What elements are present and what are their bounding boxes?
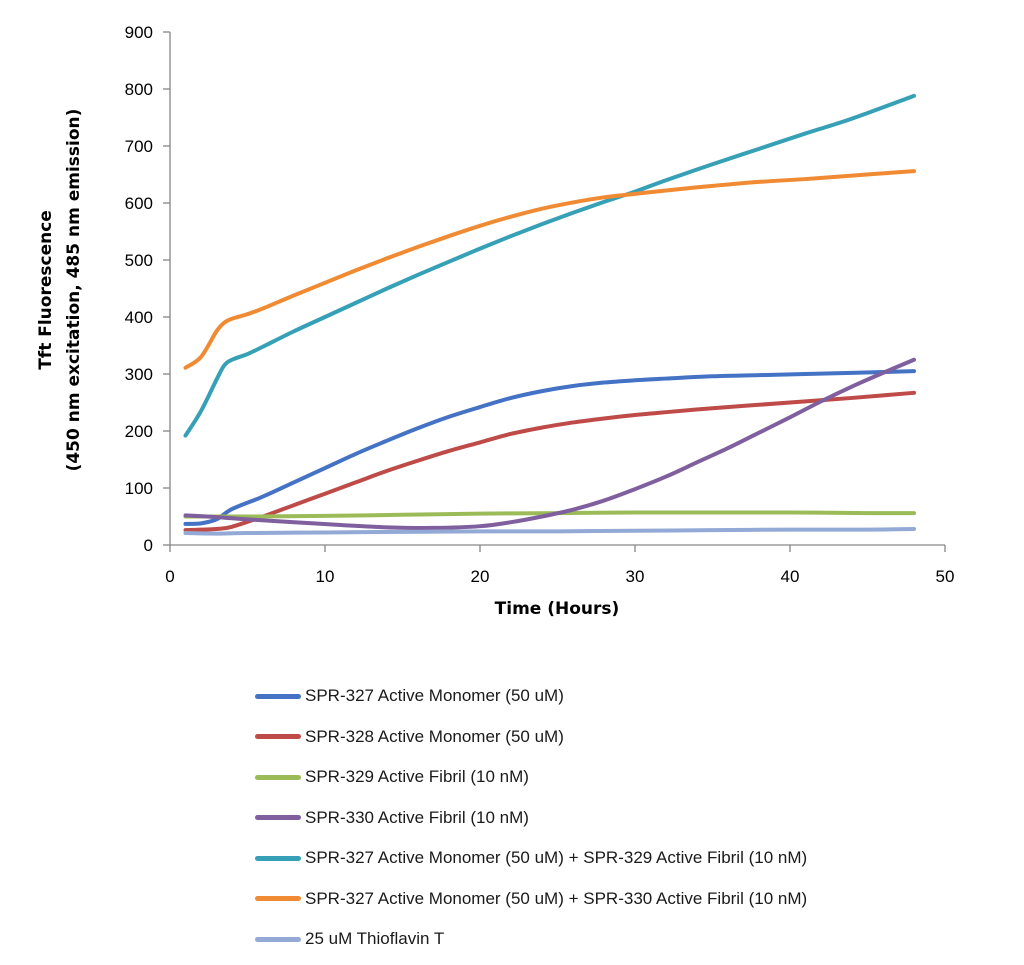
legend-item: SPR-327 Active Monomer (50 uM) + SPR-330… — [255, 879, 807, 920]
x-tick-label: 40 — [781, 567, 800, 586]
y-tick-label: 400 — [125, 308, 153, 327]
series-line — [183, 527, 916, 536]
x-ticks: 0 10 20 30 40 50 — [165, 545, 954, 586]
legend-item: SPR-327 Active Monomer (50 uM) — [255, 676, 807, 717]
x-tick-label: 20 — [471, 567, 490, 586]
y-tick-label: 200 — [125, 422, 153, 441]
legend-item: SPR-327 Active Monomer (50 uM) + SPR-329… — [255, 838, 807, 879]
legend-swatch — [255, 734, 301, 740]
series-line — [183, 369, 916, 526]
legend-label: SPR-329 Active Fibril (10 nM) — [305, 767, 529, 787]
legend-swatch — [255, 693, 301, 699]
legend-label: SPR-330 Active Fibril (10 nM) — [305, 807, 529, 827]
y-ticks: 0 100 200 300 400 500 600 700 800 900 — [125, 23, 170, 555]
legend-item: SPR-330 Active Fibril (10 nM) — [255, 798, 807, 839]
x-tick-label: 30 — [626, 567, 645, 586]
legend-item: SPR-328 Active Monomer (50 uM) — [255, 717, 807, 758]
y-tick-label: 100 — [125, 479, 153, 498]
legend-swatch — [255, 896, 301, 902]
legend-label: 25 uM Thioflavin T — [305, 929, 445, 949]
legend-swatch — [255, 936, 301, 942]
y-tick-label: 500 — [125, 251, 153, 270]
x-tick-label: 0 — [165, 567, 174, 586]
series-line — [183, 93, 916, 438]
series-line — [183, 390, 916, 533]
legend-swatch — [255, 855, 301, 861]
series-line — [183, 169, 916, 370]
legend-label: SPR-327 Active Monomer (50 uM) + SPR-330… — [305, 888, 808, 908]
legend-swatch — [255, 815, 301, 821]
legend-swatch — [255, 774, 301, 780]
series-line — [183, 357, 916, 530]
x-axis-title: Time (Hours) — [495, 599, 620, 619]
y-axis-title-line1: Tft Fluorescence — [36, 210, 56, 370]
y-tick-label: 700 — [125, 137, 153, 156]
x-tick-label: 50 — [936, 567, 955, 586]
axes — [169, 32, 945, 546]
legend-item: SPR-329 Active Fibril (10 nM) — [255, 757, 807, 798]
legend-label: SPR-327 Active Monomer (50 uM) + SPR-329… — [305, 848, 808, 868]
y-tick-label: 0 — [144, 536, 153, 555]
y-tick-label: 300 — [125, 365, 153, 384]
legend-label: SPR-328 Active Monomer (50 uM) — [305, 726, 564, 746]
y-axis-title-line2: (450 nm excitation, 485 nm emission) — [64, 109, 84, 472]
x-tick-label: 10 — [316, 567, 335, 586]
y-tick-label: 800 — [125, 80, 153, 99]
legend-label: SPR-327 Active Monomer (50 uM) — [305, 686, 564, 706]
legend-item: 25 uM Thioflavin T — [255, 919, 807, 960]
y-tick-label: 600 — [125, 194, 153, 213]
y-tick-label: 900 — [125, 23, 153, 42]
legend: SPR-327 Active Monomer (50 uM) SPR-328 Ac… — [255, 676, 807, 960]
series-lines — [183, 93, 916, 536]
line-chart: 0 100 200 300 400 500 600 700 800 900 0 10 20 30 40 50… — [36, 23, 954, 619]
